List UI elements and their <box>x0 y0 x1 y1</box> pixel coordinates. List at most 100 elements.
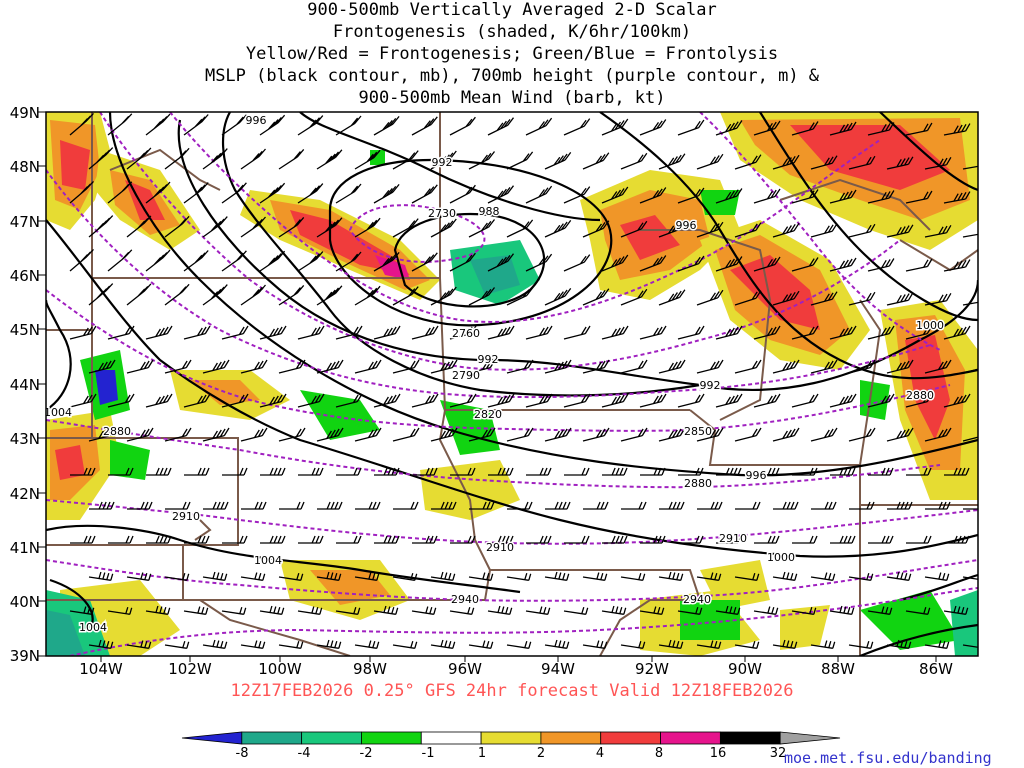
height-contour-label: 2850 <box>684 425 712 438</box>
wind-barb <box>354 217 381 238</box>
wind-barb <box>525 325 553 340</box>
mslp-contours <box>46 112 978 656</box>
wind-barb <box>164 283 190 306</box>
wind-barb <box>696 153 724 170</box>
wind-barb <box>962 165 978 170</box>
wind-barb <box>563 118 591 136</box>
wind-barb <box>583 501 609 510</box>
wind-barb <box>639 255 667 272</box>
wind-barb <box>107 325 135 340</box>
wind-barb <box>259 605 285 615</box>
wind-barb <box>316 285 343 306</box>
wind-barb <box>829 121 857 136</box>
wind-barb <box>411 252 438 272</box>
axis-ticks <box>38 111 937 662</box>
wind-barb <box>202 571 228 581</box>
wind-barb <box>488 535 514 544</box>
wind-barb <box>659 501 685 510</box>
wind-barb <box>316 639 342 649</box>
colorbar-swatch <box>660 731 721 745</box>
wind-barb <box>601 118 629 136</box>
wind-barb <box>753 325 781 340</box>
wind-barb <box>867 122 895 136</box>
wind-barb <box>620 427 648 442</box>
lat-label: 44N <box>9 376 40 394</box>
wind-barb <box>640 467 666 476</box>
mslp-contour-label: 996 <box>746 469 767 482</box>
title-line-2: Frontogenesis (shaded, K/6hr/100km) <box>332 22 692 42</box>
mslp-contour-label: 996 <box>676 219 697 232</box>
wind-barb <box>678 535 704 544</box>
wind-barb <box>145 605 171 615</box>
wind-barb <box>354 572 380 581</box>
wind-barb <box>753 120 781 136</box>
height-contours <box>46 112 978 656</box>
wind-barb <box>278 359 306 374</box>
wind-barb <box>69 180 94 204</box>
wind-barb <box>449 252 476 272</box>
wind-barb <box>202 639 228 649</box>
wind-barb <box>962 301 978 306</box>
wind-barb <box>278 284 305 306</box>
mslp-contour-label: 1000 <box>916 319 944 332</box>
wind-barb <box>848 155 876 170</box>
wind-barb <box>962 576 978 580</box>
wind-barb <box>89 501 115 510</box>
height-contour-label: 2910 <box>172 510 200 523</box>
mslp-contour-label: 988 <box>479 205 500 218</box>
wind-barb <box>468 219 496 238</box>
wind-barb <box>278 216 305 238</box>
wind-barb <box>924 359 952 374</box>
wind-barb <box>716 467 742 476</box>
wind-barb <box>411 393 439 408</box>
wind-barb <box>203 501 229 510</box>
wind-barb <box>658 221 686 238</box>
lon-label: 92W <box>635 660 669 678</box>
height-contour-label: 2730 <box>428 207 456 220</box>
wind-barb <box>450 467 476 476</box>
wind-barb <box>962 368 978 374</box>
wind-barb <box>278 148 305 170</box>
wind-barb <box>222 467 248 476</box>
wind-barb <box>886 639 912 649</box>
wind-barb <box>354 285 381 306</box>
wind-barb <box>677 255 705 272</box>
wind-barb <box>810 155 838 170</box>
title-line-5: 900-500mb Mean Wind (barb, kt) <box>358 88 666 108</box>
wind-barb <box>240 148 266 170</box>
wind-barb <box>507 501 533 510</box>
wind-barb <box>506 219 534 238</box>
wind-barb <box>754 467 780 476</box>
wind-barb <box>202 148 228 170</box>
wind-barb <box>772 290 800 306</box>
colorbar-swatch <box>540 731 602 745</box>
wind-barb <box>487 325 515 340</box>
wind-barb <box>639 187 667 204</box>
wind-barb <box>411 606 437 615</box>
wind-barb <box>924 572 950 581</box>
colorbar-swatch <box>241 731 303 745</box>
wind-barb <box>867 393 895 408</box>
wind-barb <box>316 217 343 238</box>
wind-barb <box>563 393 591 408</box>
colorbar-label: -1 <box>421 746 435 761</box>
height-contour-label: 2880 <box>103 425 131 438</box>
wind-barb <box>867 190 895 204</box>
wind-barb <box>183 606 209 615</box>
height-contour-label: 2820 <box>474 408 502 421</box>
wind-barb <box>183 114 209 136</box>
mslp-contour-label: 992 <box>478 353 499 366</box>
wind-barb <box>620 573 646 581</box>
wind-barb <box>886 427 914 442</box>
wind-barb <box>734 290 762 306</box>
credit-link[interactable]: moe.met.fsu.edu/banding <box>784 749 992 767</box>
wind-barb <box>791 121 819 136</box>
wind-barb <box>297 251 324 272</box>
wind-barb <box>525 393 553 408</box>
wind-barb <box>126 283 152 306</box>
wind-barb <box>829 605 855 615</box>
wind-barb <box>430 286 457 306</box>
wind-barb <box>848 641 874 649</box>
wind-barb <box>259 114 286 136</box>
wind-barb <box>773 501 799 510</box>
